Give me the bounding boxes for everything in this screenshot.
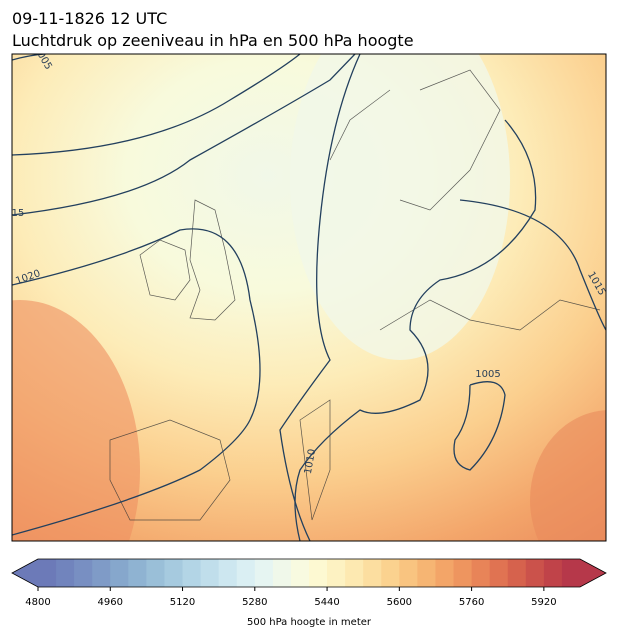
contour-label: 1005 [475,369,500,380]
colorbar-extend [12,559,38,587]
isobar [459,199,606,331]
colorbar-frame [11,558,607,588]
isobar [12,228,261,536]
colorbar-band [236,559,256,587]
colorbar-band [471,559,491,587]
contour-label: 1010 [303,448,318,475]
colorbar-tick-label: 4960 [98,597,123,608]
colorbar-band [182,559,202,587]
colorbar-band [453,559,473,587]
colorbar-tick-label: 5440 [314,597,339,608]
colorbar-tick-label: 5120 [170,597,195,608]
colorbar-band [435,559,455,587]
colorbar-band [38,559,57,587]
colorbar: 4800 4960 5120 5280 5440 5600 5760 5920 [11,558,607,608]
isobar [294,119,537,541]
colorbar-tick-label: 5280 [242,597,267,608]
contour-label: 15 [12,208,25,219]
colorbar-band [309,559,328,587]
colorbar-band [345,559,364,587]
colorbar-band [218,559,238,587]
colorbar-band [507,559,527,587]
colorbar-band [146,559,165,587]
colorbar-extend [580,559,606,587]
colorbar-band [561,559,581,587]
isobar [453,381,506,471]
height-field [530,410,606,541]
colorbar-band [200,559,220,587]
colorbar-band [381,559,400,587]
colorbar-band [290,559,310,587]
map-title: Luchtdruk op zeeniveau in hPa en 500 hPa… [12,31,414,50]
colorbar-tick-label: 5600 [387,597,412,608]
colorbar-band [327,559,346,587]
isobar [279,54,361,541]
colorbar-tick-label: 5760 [459,597,484,608]
colorbar-band [128,559,147,587]
datetime: 09-11-1826 12 UTC [12,9,167,28]
coastline [109,69,601,521]
colorbar-band [56,559,75,587]
colorbar-band [92,559,111,587]
colorbar-band [74,559,93,587]
colorbar-band [543,559,563,587]
colorbar-band [417,559,436,587]
colorbar-tick-label: 4800 [25,597,50,608]
colorbar-band [363,559,382,587]
colorbar-tick-label: 5920 [531,597,556,608]
colorbar-band [164,559,184,587]
colorbar-band [272,559,292,587]
colorbar-band [489,559,509,587]
colorbar-band [254,559,274,587]
colorbar-band [525,559,545,587]
colorbar-band [110,559,129,587]
colorbar-band [399,559,418,587]
isobar [12,54,356,216]
height-field [12,300,140,541]
map-frame [11,53,607,542]
colorbar-label: 500 hPa hoogte in meter [247,617,372,628]
isobar [12,54,301,156]
